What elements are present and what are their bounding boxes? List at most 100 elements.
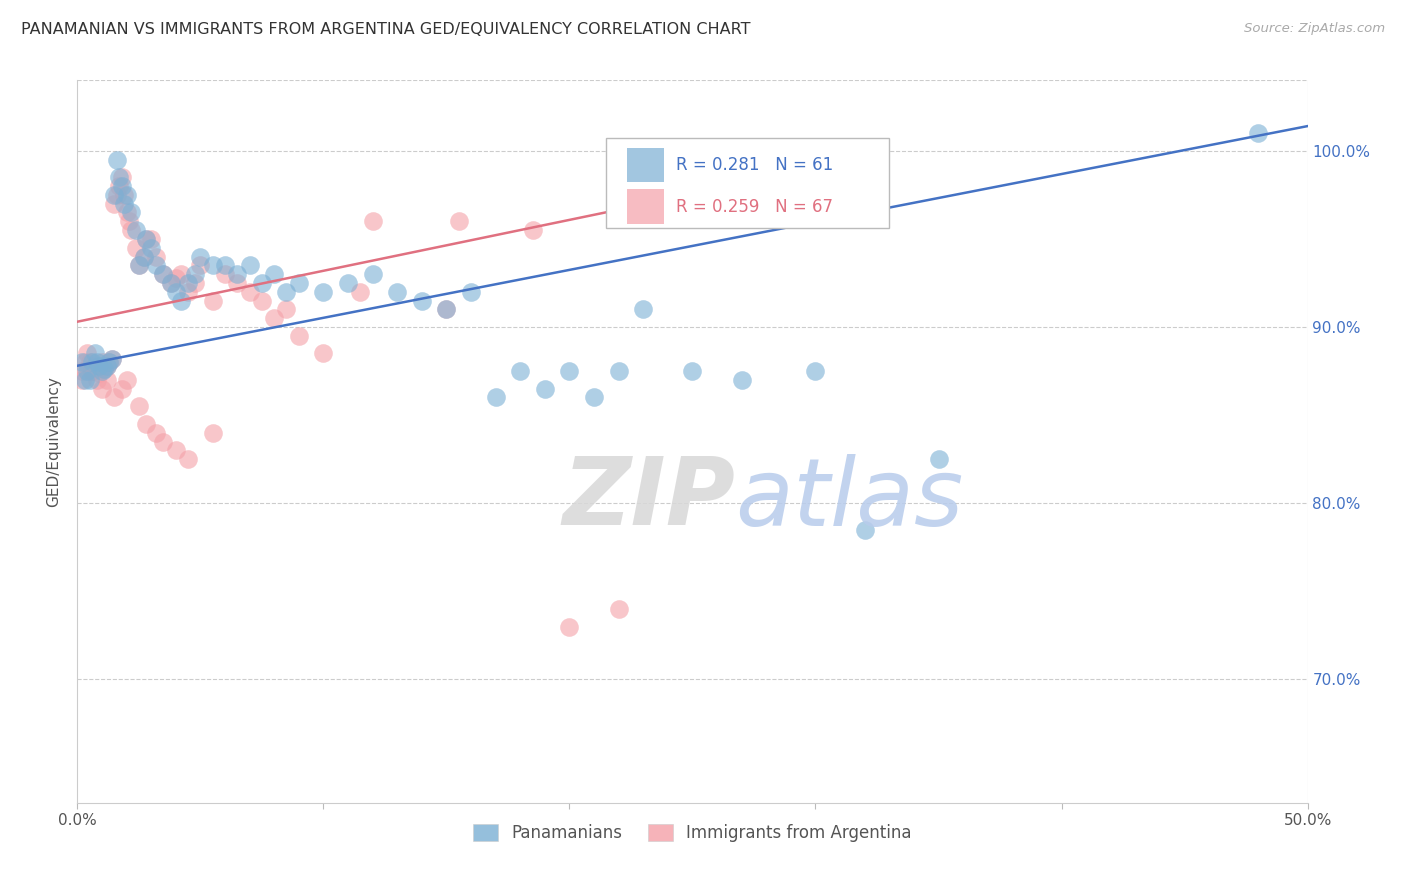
Point (105, 187, 128, 202)
Point (214, 267, 236, 281)
Point (82, 364, 104, 378)
Point (188, 250, 212, 264)
Point (70, 364, 93, 378)
Y-axis label: GED/Equivalency: GED/Equivalency (46, 376, 62, 507)
Point (128, 258, 150, 272)
Point (201, 425, 224, 440)
Point (103, 196, 125, 211)
Point (928, 452, 950, 467)
Point (731, 373, 754, 387)
Point (98, 355, 121, 369)
Point (263, 311, 285, 326)
FancyBboxPatch shape (627, 189, 664, 224)
Point (118, 214, 141, 228)
Point (79, 373, 101, 387)
Point (121, 223, 143, 237)
Point (177, 276, 200, 290)
Point (804, 364, 827, 378)
Point (79, 355, 101, 369)
Point (558, 364, 581, 378)
Point (73, 373, 96, 387)
Point (135, 232, 157, 246)
Point (214, 258, 236, 272)
Point (135, 417, 157, 431)
Point (853, 523, 876, 537)
Point (337, 276, 360, 290)
Point (177, 285, 200, 299)
Point (534, 382, 557, 396)
Point (152, 434, 174, 449)
Point (90, 364, 114, 378)
Point (115, 373, 138, 387)
Point (76, 364, 98, 378)
Point (93, 362, 115, 376)
Point (111, 170, 132, 185)
Point (115, 205, 138, 219)
Point (141, 232, 163, 246)
Point (160, 276, 183, 290)
Text: R = 0.281   N = 61: R = 0.281 N = 61 (676, 156, 834, 174)
Point (460, 285, 482, 299)
Point (112, 196, 135, 211)
Point (141, 241, 163, 255)
Point (633, 302, 655, 317)
Point (152, 267, 174, 281)
Point (411, 293, 433, 308)
Point (82, 364, 104, 378)
Point (165, 270, 187, 285)
Point (522, 223, 544, 237)
Point (361, 267, 384, 281)
Point (152, 267, 174, 281)
Point (1247, 126, 1270, 140)
Point (170, 267, 193, 281)
Point (165, 285, 187, 299)
Point (76, 346, 98, 360)
Point (447, 214, 470, 228)
Text: ZIP: ZIP (562, 453, 735, 545)
Point (98, 355, 121, 369)
Point (250, 293, 273, 308)
Point (288, 276, 311, 290)
Point (101, 351, 124, 366)
Text: R = 0.259   N = 67: R = 0.259 N = 67 (676, 197, 834, 216)
Point (177, 452, 200, 467)
Point (184, 276, 207, 290)
Point (93, 362, 115, 376)
Point (70, 373, 93, 387)
Point (558, 619, 581, 633)
Point (135, 232, 157, 246)
Point (76, 364, 98, 378)
Point (86, 355, 108, 369)
Point (70, 355, 93, 369)
Point (485, 391, 508, 405)
Point (250, 276, 273, 290)
Point (583, 391, 606, 405)
Point (82, 355, 104, 369)
Point (96, 359, 118, 373)
Point (239, 258, 262, 272)
Point (288, 328, 311, 343)
Point (90, 382, 114, 396)
Point (108, 179, 131, 194)
Point (125, 241, 148, 255)
Point (145, 250, 167, 264)
Point (132, 250, 155, 264)
FancyBboxPatch shape (627, 147, 664, 182)
Point (83, 346, 105, 360)
Point (121, 205, 143, 219)
Point (239, 285, 262, 299)
Point (312, 346, 335, 360)
Point (115, 187, 138, 202)
Point (73, 355, 96, 369)
Point (170, 293, 193, 308)
Point (96, 359, 118, 373)
Point (349, 285, 371, 299)
Point (509, 364, 531, 378)
Point (436, 302, 458, 317)
Point (160, 276, 183, 290)
Point (276, 285, 298, 299)
Point (125, 223, 148, 237)
Point (201, 258, 224, 272)
Point (607, 602, 630, 616)
Point (145, 258, 167, 272)
